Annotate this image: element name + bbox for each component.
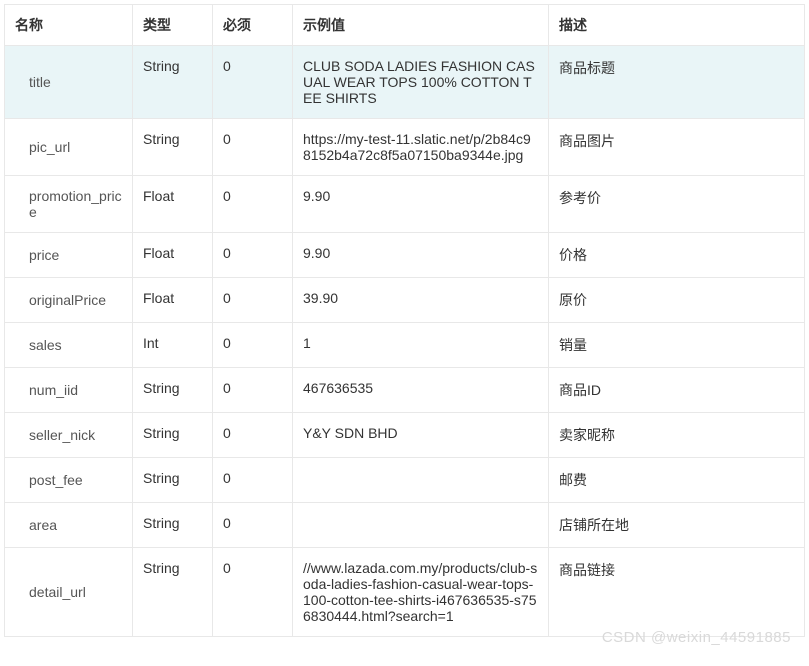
cell-example: 39.90 (293, 278, 549, 323)
cell-required: 0 (213, 548, 293, 637)
cell-required: 0 (213, 413, 293, 458)
cell-desc: 卖家昵称 (549, 413, 805, 458)
cell-name: promotion_price (5, 176, 133, 233)
cell-type: String (133, 413, 213, 458)
cell-desc: 原价 (549, 278, 805, 323)
cell-desc: 店铺所在地 (549, 503, 805, 548)
col-header-name: 名称 (5, 5, 133, 46)
cell-example (293, 458, 549, 503)
cell-desc: 商品标题 (549, 46, 805, 119)
cell-required: 0 (213, 503, 293, 548)
cell-desc: 邮费 (549, 458, 805, 503)
col-header-example: 示例值 (293, 5, 549, 46)
cell-required: 0 (213, 458, 293, 503)
col-header-required: 必须 (213, 5, 293, 46)
cell-name: area (5, 503, 133, 548)
cell-example: https://my-test-11.slatic.net/p/2b84c981… (293, 119, 549, 176)
cell-name: price (5, 233, 133, 278)
table-row: salesInt01销量 (5, 323, 805, 368)
cell-example: //www.lazada.com.my/products/club-soda-l… (293, 548, 549, 637)
table-row: areaString0 店铺所在地 (5, 503, 805, 548)
cell-required: 0 (213, 323, 293, 368)
cell-example: 9.90 (293, 176, 549, 233)
cell-type: Float (133, 278, 213, 323)
cell-desc: 商品ID (549, 368, 805, 413)
cell-name: sales (5, 323, 133, 368)
cell-name: num_iid (5, 368, 133, 413)
cell-required: 0 (213, 278, 293, 323)
table-row: promotion_priceFloat09.90参考价 (5, 176, 805, 233)
cell-example: 9.90 (293, 233, 549, 278)
table-row: pic_urlString0https://my-test-11.slatic.… (5, 119, 805, 176)
cell-desc: 价格 (549, 233, 805, 278)
cell-name: pic_url (5, 119, 133, 176)
table-row: seller_nickString0Y&Y SDN BHD卖家昵称 (5, 413, 805, 458)
cell-example: 1 (293, 323, 549, 368)
cell-type: String (133, 46, 213, 119)
cell-required: 0 (213, 233, 293, 278)
table-row: titleString0CLUB SODA LADIES FASHION CAS… (5, 46, 805, 119)
table-header-row: 名称 类型 必须 示例值 描述 (5, 5, 805, 46)
cell-example: CLUB SODA LADIES FASHION CASUAL WEAR TOP… (293, 46, 549, 119)
table-row: num_iidString0467636535商品ID (5, 368, 805, 413)
cell-example: 467636535 (293, 368, 549, 413)
cell-name: originalPrice (5, 278, 133, 323)
cell-desc: 商品图片 (549, 119, 805, 176)
cell-required: 0 (213, 368, 293, 413)
cell-type: String (133, 119, 213, 176)
cell-required: 0 (213, 176, 293, 233)
cell-type: Int (133, 323, 213, 368)
table-row: post_feeString0 邮费 (5, 458, 805, 503)
cell-type: String (133, 458, 213, 503)
cell-name: title (5, 46, 133, 119)
cell-type: Float (133, 176, 213, 233)
cell-type: String (133, 368, 213, 413)
cell-name: detail_url (5, 548, 133, 637)
col-header-type: 类型 (133, 5, 213, 46)
cell-example (293, 503, 549, 548)
col-header-desc: 描述 (549, 5, 805, 46)
cell-name: post_fee (5, 458, 133, 503)
cell-name: seller_nick (5, 413, 133, 458)
table-row: originalPriceFloat039.90原价 (5, 278, 805, 323)
cell-example: Y&Y SDN BHD (293, 413, 549, 458)
cell-required: 0 (213, 46, 293, 119)
api-params-table: 名称 类型 必须 示例值 描述 titleString0CLUB SODA LA… (4, 4, 805, 637)
table-row: detail_urlString0//www.lazada.com.my/pro… (5, 548, 805, 637)
cell-desc: 销量 (549, 323, 805, 368)
cell-type: String (133, 548, 213, 637)
cell-type: Float (133, 233, 213, 278)
cell-desc: 商品链接 (549, 548, 805, 637)
table-row: priceFloat09.90价格 (5, 233, 805, 278)
cell-type: String (133, 503, 213, 548)
cell-desc: 参考价 (549, 176, 805, 233)
cell-required: 0 (213, 119, 293, 176)
